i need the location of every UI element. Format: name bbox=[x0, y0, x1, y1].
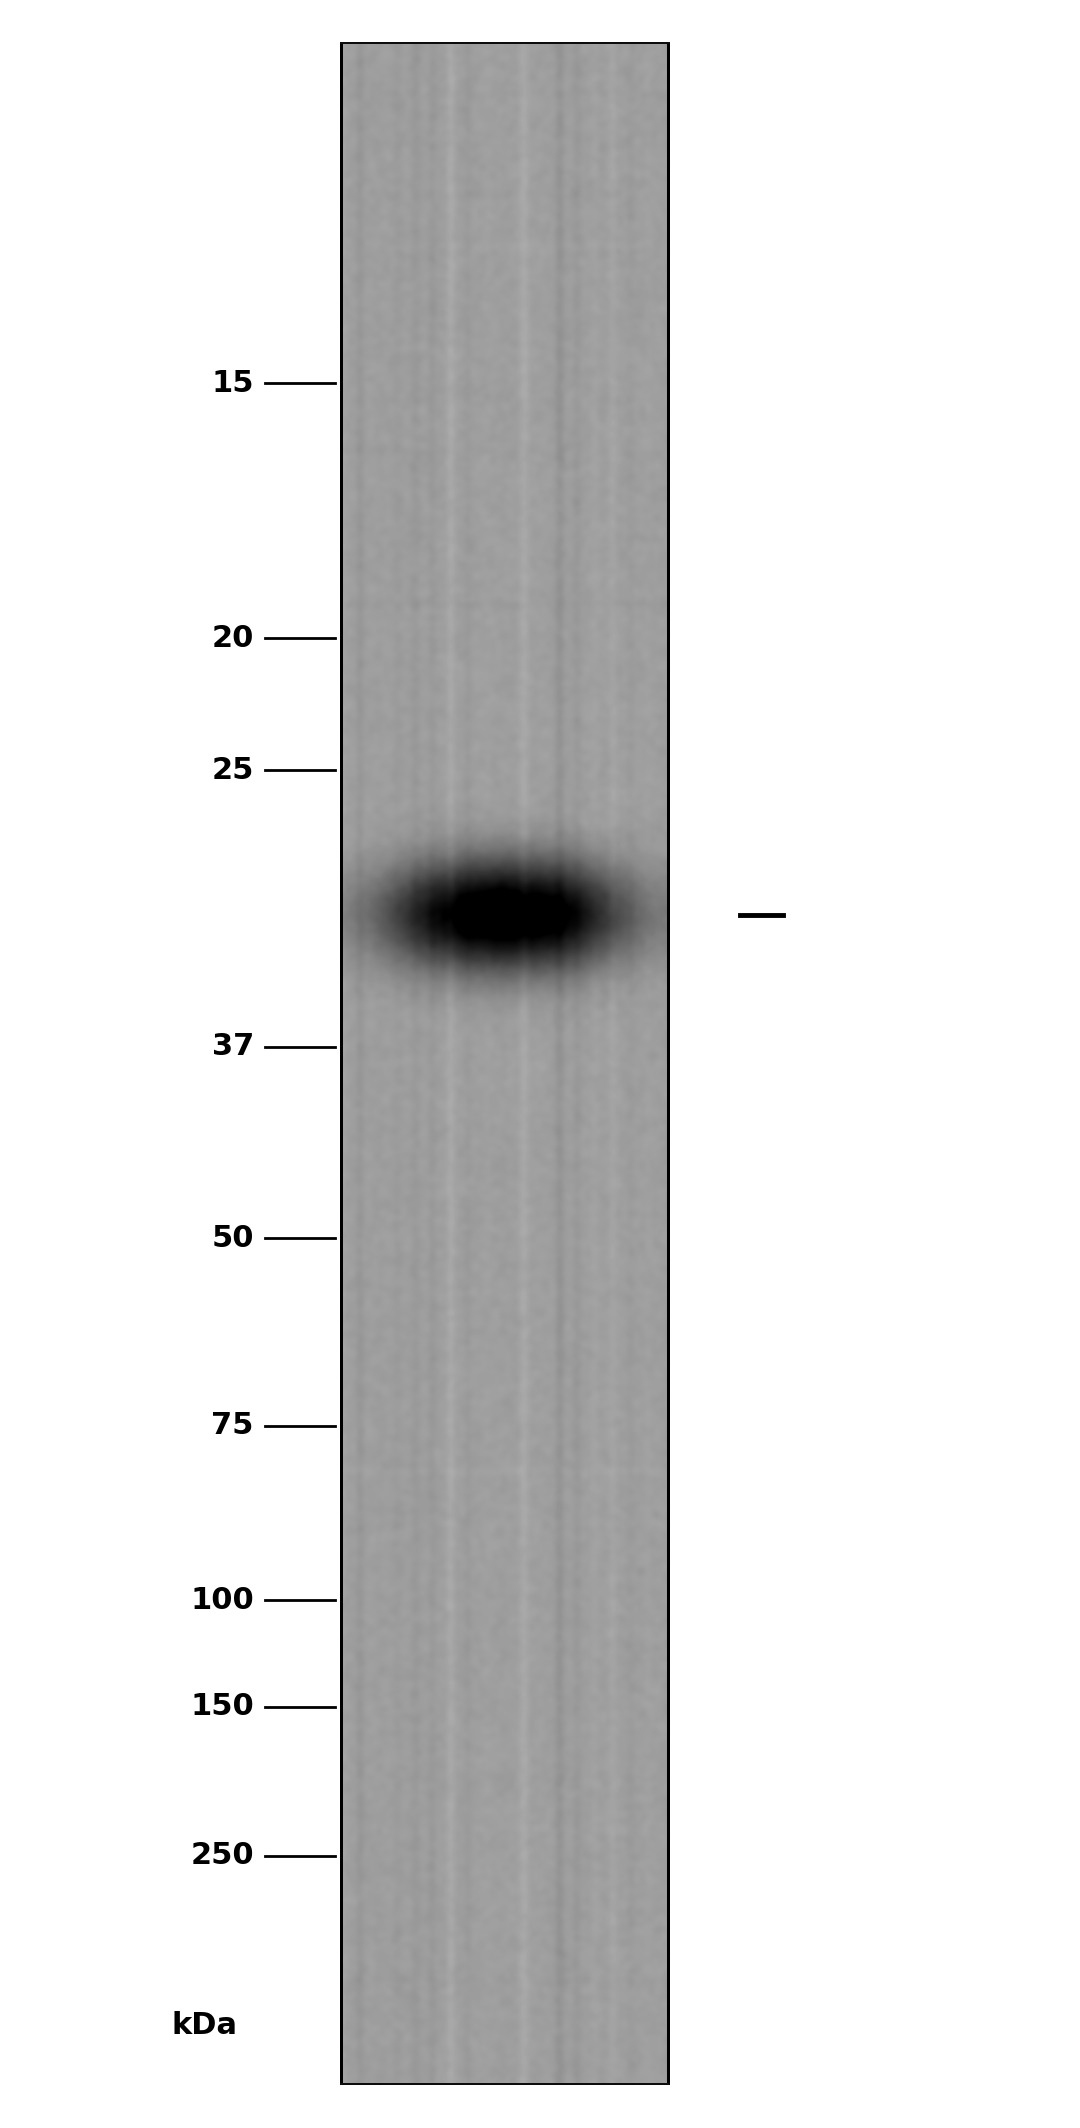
Text: 20: 20 bbox=[212, 624, 254, 653]
Text: 50: 50 bbox=[212, 1224, 254, 1253]
Text: 15: 15 bbox=[212, 368, 254, 398]
Text: 37: 37 bbox=[212, 1032, 254, 1062]
Text: 150: 150 bbox=[190, 1692, 254, 1722]
Text: 100: 100 bbox=[190, 1585, 254, 1615]
Text: kDa: kDa bbox=[172, 2011, 238, 2041]
Text: 25: 25 bbox=[212, 755, 254, 785]
Text: 75: 75 bbox=[212, 1411, 254, 1441]
Text: 250: 250 bbox=[190, 1841, 254, 1871]
